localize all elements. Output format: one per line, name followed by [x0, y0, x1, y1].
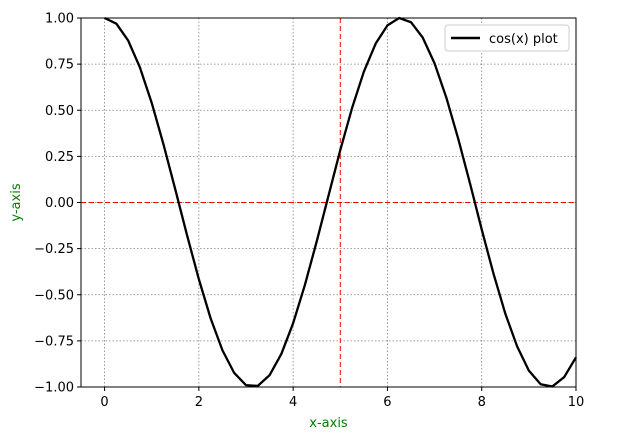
legend: cos(x) plot	[444, 24, 570, 52]
y-tick-label: 0.75	[45, 58, 74, 73]
x-axis-label: x-axis	[309, 416, 348, 431]
x-tick-label: 10	[568, 395, 585, 410]
y-tick-label: 1.00	[45, 12, 74, 27]
series-line	[104, 16, 577, 388]
x-tick-label: 8	[478, 395, 486, 410]
legend-box	[444, 24, 570, 52]
x-tick-label: 0	[100, 395, 108, 410]
y-tick-label: −0.25	[34, 242, 74, 257]
y-tick-label: 0.50	[45, 104, 74, 119]
series-layer	[104, 16, 577, 388]
reference-lines	[81, 18, 576, 387]
y-tick-label: −0.75	[34, 334, 74, 349]
y-axis-label: y-axis	[9, 183, 24, 221]
x-tick-label: 2	[195, 395, 203, 410]
y-tick-label: −1.00	[34, 381, 74, 396]
y-tick-label: 0.25	[45, 150, 74, 165]
x-tick-label: 6	[383, 395, 391, 410]
x-tick-label: 4	[289, 395, 297, 410]
y-tick-label: 0.00	[45, 196, 74, 211]
legend-entry: cos(x) plot	[489, 32, 558, 47]
y-tick-label: −0.50	[34, 288, 74, 303]
ticks: 0 2 4 6 8 10 1.00 0.75 0.50 0.25 0.00 −0.25 −0.50 −0.…	[34, 12, 584, 411]
